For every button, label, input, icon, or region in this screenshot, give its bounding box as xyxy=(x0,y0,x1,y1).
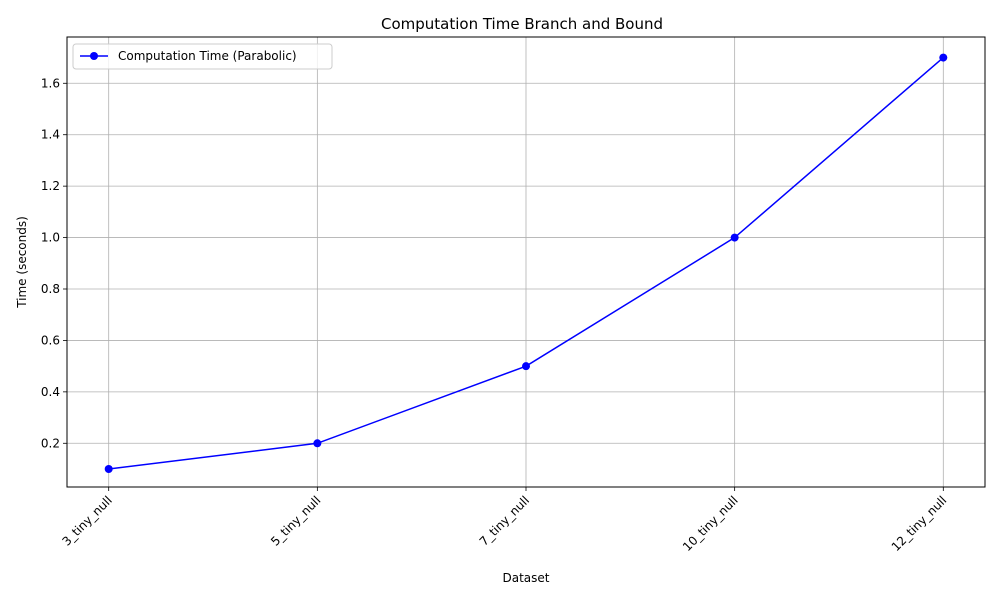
x-tick-label: 12_tiny_null xyxy=(889,493,950,554)
data-point-3_tiny_null xyxy=(104,465,113,473)
legend: Computation Time (Parabolic) xyxy=(72,43,333,70)
y-tick-label: 1.0 xyxy=(41,231,60,245)
y-tick-label: 1.4 xyxy=(41,128,60,142)
y-tick-label: 1.6 xyxy=(41,76,60,90)
data-point-12_tiny_null xyxy=(939,53,948,62)
legend-label: Computation Time (Parabolic) xyxy=(118,49,297,63)
data-point-7_tiny_null xyxy=(522,362,530,371)
x-tick-label: 3_tiny_null xyxy=(59,493,114,548)
x-tick-label: 7_tiny_null xyxy=(477,493,532,548)
series-layer xyxy=(104,53,948,473)
x-axis-label: Dataset xyxy=(503,571,550,585)
grid-lines xyxy=(67,37,985,487)
legend-marker xyxy=(90,52,98,60)
chart-title: Computation Time Branch and Bound xyxy=(381,15,663,33)
x-tick-label: 10_tiny_null xyxy=(680,493,741,554)
y-tick-label: 0.8 xyxy=(41,282,60,296)
x-tick-label: 5_tiny_null xyxy=(268,493,323,548)
y-tick-label: 0.4 xyxy=(41,385,60,399)
data-point-5_tiny_null xyxy=(313,439,322,448)
y-tick-label: 0.2 xyxy=(41,436,60,450)
data-point-10_tiny_null xyxy=(730,233,739,242)
y-tick-label: 0.6 xyxy=(41,333,60,347)
y-axis-label: Time (seconds) xyxy=(15,216,29,309)
axis-ticks: 3_tiny_null 5_tiny_null 7_tiny_null 10_tiny… xyxy=(41,76,950,554)
y-tick-label: 1.2 xyxy=(41,179,60,193)
legend-box xyxy=(72,43,333,70)
plot-area-frame xyxy=(66,36,986,488)
